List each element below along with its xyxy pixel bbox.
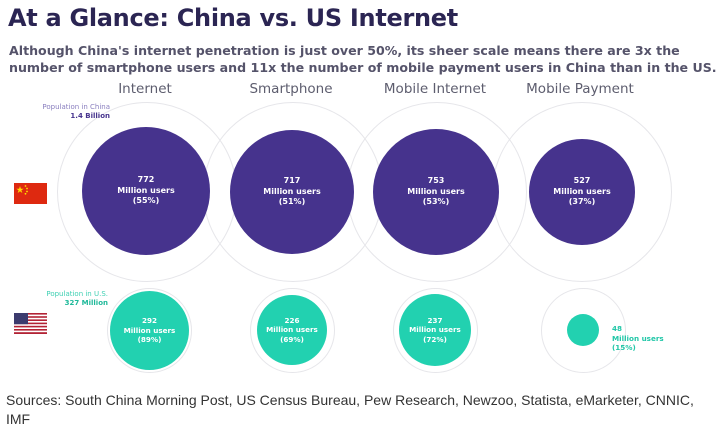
population-value: 1.4 Billion	[70, 111, 110, 120]
column-header-mobile-payment: Mobile Payment	[526, 81, 634, 97]
value-unit: Million users	[407, 186, 465, 196]
us-population-ring	[250, 288, 335, 373]
value-unit: Million users	[553, 186, 611, 196]
value-number: 717	[283, 176, 301, 186]
value-unit: Million users	[263, 186, 321, 196]
column-header-smartphone: Smartphone	[249, 81, 333, 97]
value-share: (37%)	[568, 197, 596, 207]
value-share: (72%)	[423, 334, 447, 344]
column-header-internet: Internet	[118, 81, 172, 97]
value-share: (51%)	[278, 197, 306, 207]
china-internet-disc: 772 Million users (55%)	[82, 127, 210, 255]
china-flag-icon	[14, 183, 47, 204]
china-mobile-internet-disc: 753 Million users (53%)	[373, 129, 499, 255]
value-share: (15%)	[612, 343, 636, 352]
value-unit: Million users	[117, 185, 175, 195]
population-caption: Population in U.S.	[46, 290, 108, 298]
subtitle: Although China's internet penetration is…	[9, 43, 717, 75]
us-mobile-internet-disc: 237 Million users (72%)	[399, 294, 471, 366]
value-share: (53%)	[422, 197, 450, 207]
page-title: At a Glance: China vs. US Internet	[8, 4, 458, 32]
us-population-label: Population in U.S. 327 Million	[36, 290, 108, 307]
sources-caption: Sources: South China Morning Post, US Ce…	[6, 392, 694, 427]
us-population-ring	[393, 288, 478, 373]
infographic-card: At a Glance: China vs. US Internet Altho…	[8, 4, 717, 373]
value-number: 292	[141, 316, 157, 326]
value-share: (69%)	[280, 334, 304, 344]
value-unit: Million users	[266, 325, 318, 335]
us-smartphone-disc: 226 Million users (69%)	[257, 295, 327, 365]
us-mobile-payment-disc	[567, 314, 599, 346]
china-mobile-payment-disc: 527 Million users (37%)	[529, 139, 635, 245]
value-share: (89%)	[137, 335, 162, 345]
value-share: (55%)	[132, 196, 160, 206]
value-number: 527	[573, 176, 591, 186]
us-flag-icon	[14, 313, 47, 334]
us-internet-disc: 292 Million users (89%)	[110, 291, 189, 370]
us-population-ring	[107, 288, 192, 373]
value-number: 772	[137, 175, 155, 185]
column-header-mobile-internet: Mobile Internet	[383, 81, 487, 97]
value-number: 48	[612, 324, 623, 333]
china-population-label: Population in China 1.4 Billion	[40, 103, 110, 120]
population-value: 327 Million	[64, 298, 108, 307]
value-unit: Million users	[409, 325, 461, 335]
value-number: 753	[427, 176, 445, 186]
china-smartphone-disc: 717 Million users (51%)	[230, 130, 354, 254]
us-mobile-payment-value: 48 Million users (15%)	[612, 324, 664, 353]
population-caption: Population in China	[42, 103, 110, 111]
value-number: 237	[427, 315, 443, 325]
us-population-ring	[541, 288, 626, 373]
value-number: 226	[284, 315, 300, 325]
value-unit: Million users	[612, 333, 664, 343]
value-unit: Million users	[123, 325, 176, 335]
